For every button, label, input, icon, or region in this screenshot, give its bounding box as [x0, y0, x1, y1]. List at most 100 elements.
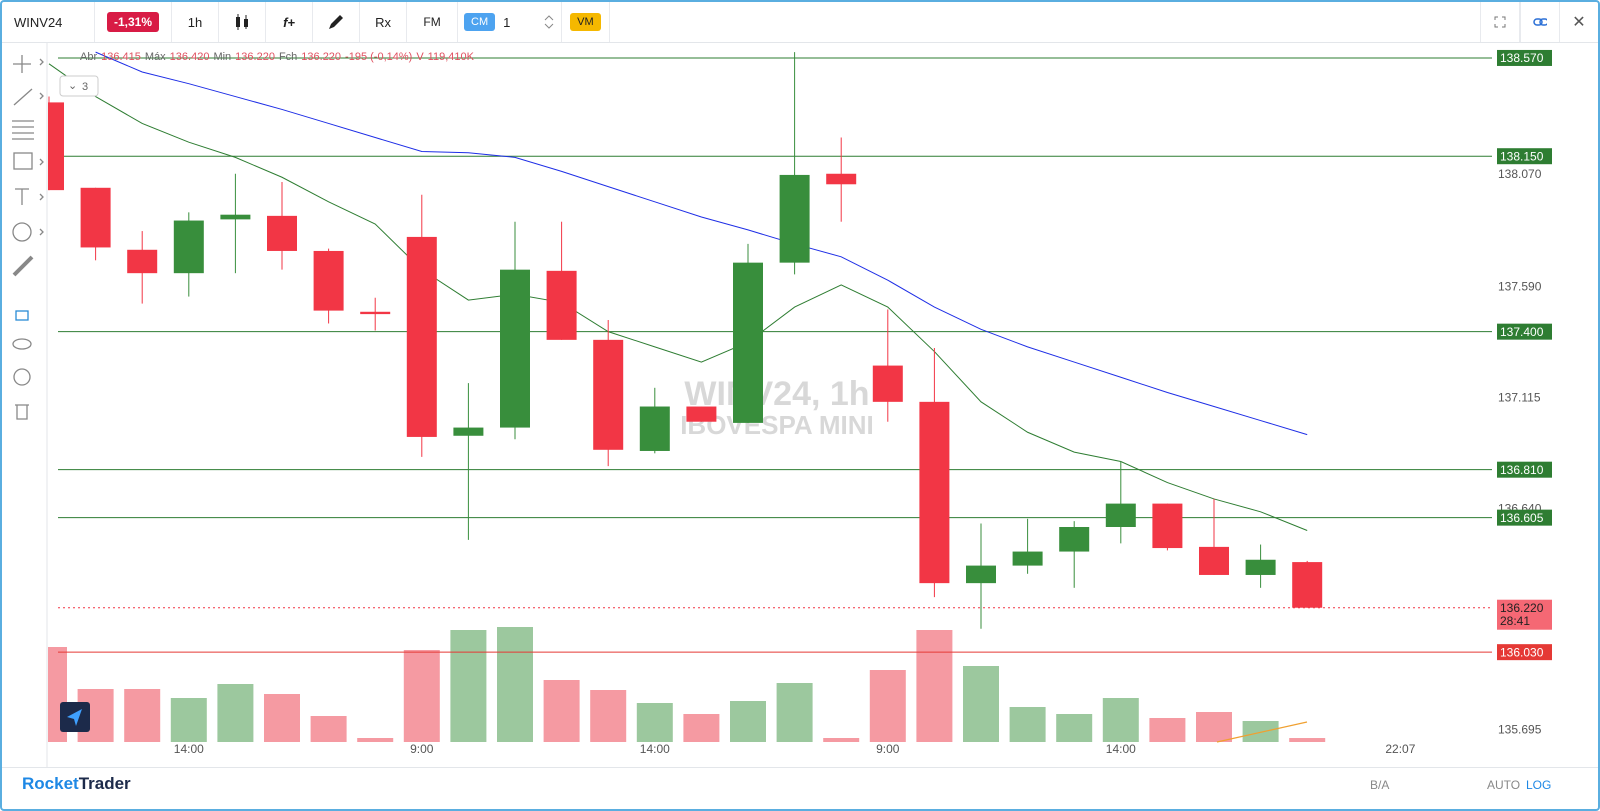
- x-tick-label: 9:00: [410, 742, 434, 756]
- y-tick-label: 137.115: [1498, 391, 1541, 405]
- volume-bar: [403, 650, 440, 742]
- candle-body: [1012, 551, 1043, 566]
- cm-button[interactable]: CM: [464, 13, 496, 31]
- navigate-icon: [67, 709, 82, 726]
- candle-body: [733, 262, 763, 423]
- x-tick-label: 14:00: [640, 742, 670, 756]
- y-tick-label: 135.695: [1498, 723, 1542, 737]
- x-tick-label: 14:00: [1106, 742, 1136, 756]
- ohlc-legend: Abr 136.415 Máx 136.420 Min 136.220 Fch 136.220…: [80, 51, 478, 63]
- plot: [48, 51, 1492, 742]
- level-tag: [1497, 509, 1552, 526]
- indicator-count: 3: [82, 81, 88, 93]
- legend-item: Abr: [80, 51, 98, 63]
- close[interactable]: ✕: [1572, 14, 1586, 31]
- interval[interactable]: 1h: [172, 2, 220, 42]
- fullscreen[interactable]: [1480, 2, 1520, 42]
- volume-bar: [217, 684, 254, 742]
- drawing-tools: [12, 43, 48, 767]
- candle-body: [1292, 562, 1323, 608]
- volume-bar: [124, 689, 161, 742]
- candle-body: [919, 401, 950, 584]
- level-label: 136.030: [1500, 645, 1544, 659]
- shape-tool[interactable]: [13, 152, 33, 170]
- volume-bar: [1289, 738, 1326, 742]
- legend-item: 136.220: [301, 51, 342, 63]
- auto-button[interactable]: AUTO: [1487, 778, 1521, 792]
- legend-item: Min: [213, 51, 232, 63]
- candle-body: [267, 215, 297, 251]
- ruler-tool[interactable]: [12, 255, 34, 277]
- link[interactable]: [1520, 2, 1560, 42]
- candle-body: [1105, 503, 1136, 527]
- vm-button[interactable]: VM: [570, 13, 601, 31]
- legend-item: Máx: [144, 51, 166, 63]
- change-cell: -1,31%: [95, 2, 173, 42]
- toolbar: WINV24 -1,31% 1h f+ Rx FM CM 1 VM ✕: [2, 2, 1598, 43]
- fm-button[interactable]: FM: [407, 2, 459, 42]
- link-icon: [1533, 18, 1547, 26]
- level-label: 138.150: [1500, 149, 1544, 163]
- candle-body: [173, 220, 204, 274]
- moving-average: [48, 63, 1308, 531]
- emoji-tool[interactable]: [12, 222, 32, 242]
- chart: WINV24, 1h IBOVESPA MINI 138.070 137.590 1…: [48, 49, 1552, 756]
- indicators-button[interactable]: f+: [266, 2, 314, 42]
- watermark: WINV24, 1h IBOVESPA MINI: [680, 375, 874, 440]
- candle-body: [500, 269, 530, 428]
- level-tag: [1497, 49, 1552, 66]
- log-button[interactable]: LOG: [1526, 778, 1552, 792]
- spinner[interactable]: [543, 12, 555, 32]
- chart-type-button[interactable]: [219, 2, 267, 42]
- volume-bar: [264, 694, 300, 742]
- candle-body: [406, 236, 437, 437]
- volume-bar: [1056, 714, 1093, 742]
- candle-body: [779, 174, 810, 263]
- crosshair-tool[interactable]: [13, 55, 31, 73]
- level-tag: [1497, 148, 1552, 165]
- volume-bar: [1196, 712, 1232, 742]
- draw-button[interactable]: [313, 2, 361, 42]
- volume-bar: [590, 690, 627, 742]
- volume-bar: [497, 627, 533, 742]
- rx-button[interactable]: Rx: [360, 2, 408, 42]
- volume-bar: [636, 703, 673, 742]
- volume-bar: [170, 698, 207, 742]
- level-tag: [1497, 323, 1552, 340]
- symbol[interactable]: WINV24: [2, 2, 95, 42]
- drawing-line: [1216, 721, 1308, 743]
- volume-bar: [1149, 718, 1186, 742]
- text-tool[interactable]: [15, 188, 29, 205]
- x-tick-label: 14:00: [174, 742, 204, 756]
- candle-body: [686, 406, 717, 422]
- volume-bar: [823, 738, 860, 742]
- candle-body: [127, 249, 158, 274]
- candle-body: [1245, 559, 1276, 575]
- candle-body: [593, 339, 624, 450]
- candle-body: [313, 250, 344, 311]
- help-tool[interactable]: [13, 368, 31, 386]
- y-tick-label: 137.590: [1498, 279, 1542, 293]
- last-price-tag: [1497, 599, 1552, 630]
- trash-tool[interactable]: [15, 404, 29, 420]
- x-tick-label: 9:00: [876, 742, 900, 756]
- quantity[interactable]: 1: [503, 14, 511, 30]
- eye-tool[interactable]: [12, 338, 32, 350]
- candle-body: [639, 406, 670, 451]
- candle-body: [966, 565, 996, 584]
- volume-bar: [869, 670, 906, 742]
- volume-bar: [310, 716, 347, 742]
- line-tool[interactable]: [13, 88, 33, 106]
- ba-button[interactable]: B/A: [1370, 778, 1390, 792]
- fib-tool[interactable]: [12, 120, 34, 140]
- expand-icon: [1494, 16, 1506, 28]
- lock-tool[interactable]: [15, 310, 29, 321]
- legend-item: -195 (-0,14%): [345, 51, 413, 63]
- time-label: 22:07: [1385, 742, 1415, 756]
- volume-bar: [730, 701, 766, 742]
- indicator-toggle[interactable]: [59, 75, 99, 97]
- candle-body: [220, 214, 251, 220]
- level-label: 137.400: [1500, 325, 1544, 339]
- candle-icon: [236, 14, 249, 30]
